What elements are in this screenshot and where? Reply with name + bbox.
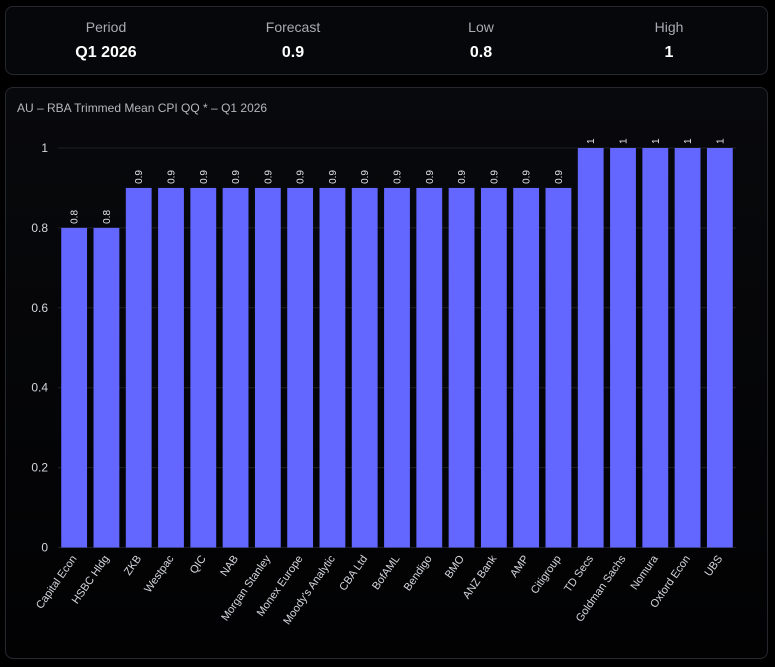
stat-low-label: Low — [468, 19, 494, 35]
stat-forecast-value: 0.9 — [281, 44, 305, 61]
chart-title: AU – RBA Trimmed Mean CPI QQ * – Q1 2026 — [17, 101, 268, 115]
stat-high-label: High — [654, 19, 684, 35]
stat-forecast-label: Forecast — [265, 19, 321, 35]
stat-high-value: 1 — [664, 44, 674, 61]
stat-period-label: Period — [85, 19, 127, 35]
chart-card: AU – RBA Trimmed Mean CPI QQ * – Q1 2026 — [5, 87, 768, 659]
summary-stats-card: Period Q1 2026 Forecast 0.9 Low 0.8 High… — [5, 6, 768, 75]
stat-period-value: Q1 2026 — [75, 44, 137, 61]
stat-low-value: 0.8 — [469, 44, 493, 61]
